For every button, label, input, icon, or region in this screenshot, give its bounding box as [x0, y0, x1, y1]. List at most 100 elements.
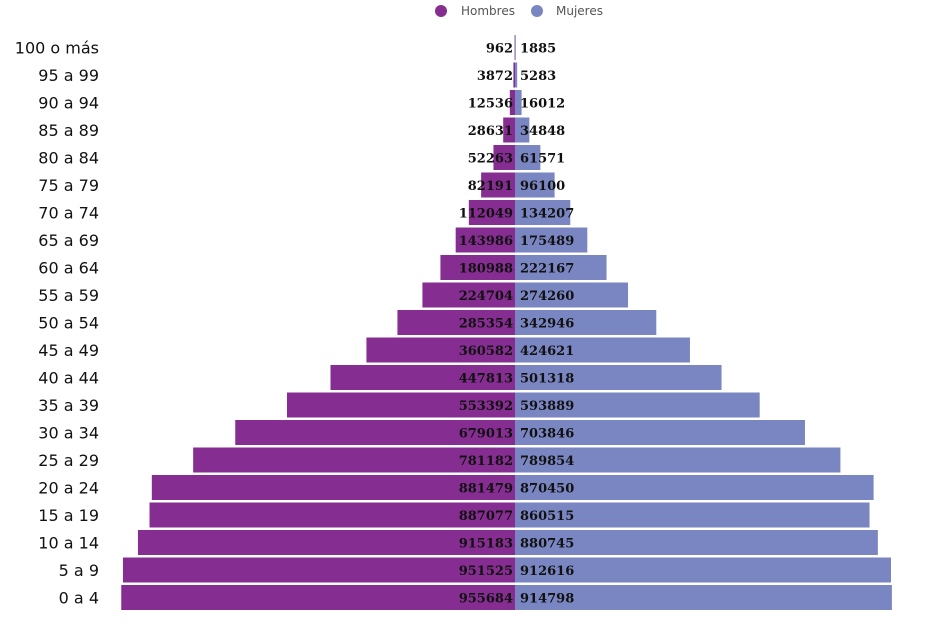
- value-label-hombres: 180988: [459, 262, 513, 277]
- legend-label-1[interactable]: Mujeres: [556, 4, 603, 18]
- legend-label-0[interactable]: Hombres: [461, 4, 515, 18]
- bar-hombres[interactable]: [440, 255, 515, 280]
- bar-mujeres[interactable]: [515, 117, 530, 143]
- value-label-mujeres: 16012: [520, 97, 565, 112]
- bar-hombres[interactable]: [503, 117, 515, 143]
- bar-mujeres[interactable]: [515, 530, 878, 555]
- value-label-mujeres: 880745: [520, 537, 574, 552]
- bar-mujeres[interactable]: [515, 337, 690, 363]
- value-label-hombres: 3872: [477, 69, 513, 84]
- bar-hombres[interactable]: [493, 145, 515, 170]
- value-label-mujeres: 703846: [520, 427, 574, 442]
- bar-mujeres[interactable]: [515, 35, 516, 60]
- value-label-mujeres: 870450: [520, 482, 574, 497]
- bar-mujeres[interactable]: [515, 145, 541, 170]
- bar-hombres[interactable]: [151, 475, 515, 500]
- value-label-hombres: 82191: [468, 179, 513, 194]
- legend-marker-1[interactable]: [531, 5, 543, 17]
- bar-mujeres[interactable]: [515, 90, 522, 115]
- bar-mujeres[interactable]: [515, 557, 891, 583]
- value-label-mujeres: 96100: [520, 179, 565, 194]
- bar-hombres[interactable]: [366, 337, 515, 363]
- value-label-hombres: 679013: [459, 427, 513, 442]
- bar-mujeres[interactable]: [515, 365, 722, 390]
- category-label: 65 a 69: [38, 231, 99, 250]
- bar-hombres[interactable]: [422, 282, 515, 308]
- value-label-hombres: 112049: [459, 207, 513, 222]
- legend: Hombres Mujeres: [435, 4, 603, 18]
- category-label: 5 a 9: [59, 561, 99, 580]
- value-label-hombres: 951525: [459, 564, 513, 579]
- bar-hombres[interactable]: [149, 502, 515, 528]
- bar-hombres[interactable]: [235, 420, 515, 445]
- bar-mujeres[interactable]: [515, 475, 874, 500]
- category-label: 30 a 34: [38, 424, 99, 443]
- value-label-mujeres: 61571: [520, 152, 565, 167]
- bar-hombres[interactable]: [513, 62, 515, 88]
- bar-mujeres[interactable]: [515, 392, 760, 418]
- category-label: 60 a 64: [38, 259, 99, 278]
- bar-mujeres[interactable]: [515, 200, 571, 225]
- value-label-hombres: 52263: [468, 152, 513, 167]
- value-label-mujeres: 134207: [520, 207, 574, 222]
- bars: [121, 35, 892, 610]
- value-label-hombres: 285354: [459, 317, 513, 332]
- bar-hombres[interactable]: [468, 200, 515, 225]
- value-label-mujeres: 5283: [520, 69, 556, 84]
- category-label: 45 a 49: [38, 341, 99, 360]
- category-label: 15 a 19: [38, 506, 99, 525]
- bar-hombres[interactable]: [509, 90, 515, 115]
- bar-mujeres[interactable]: [515, 420, 805, 445]
- value-label-hombres: 224704: [459, 289, 513, 304]
- bar-mujeres[interactable]: [515, 310, 657, 335]
- value-label-mujeres: 175489: [520, 234, 574, 249]
- bar-mujeres[interactable]: [515, 447, 841, 473]
- bar-hombres[interactable]: [137, 530, 515, 555]
- bar-hombres[interactable]: [121, 585, 516, 610]
- category-label: 90 a 94: [38, 94, 99, 113]
- category-label: 100 o más: [15, 39, 99, 58]
- category-label: 80 a 84: [38, 149, 99, 168]
- value-labels: 962 1885 3872 5283 12536 16012 28631 34848 52263…: [459, 42, 575, 607]
- value-label-mujeres: 912616: [520, 564, 574, 579]
- bar-mujeres[interactable]: [515, 227, 588, 253]
- value-label-hombres: 962: [486, 42, 513, 57]
- bar-hombres[interactable]: [330, 365, 515, 390]
- bar-mujeres[interactable]: [515, 502, 870, 528]
- value-label-mujeres: 222167: [520, 262, 574, 277]
- category-label: 25 a 29: [38, 451, 99, 470]
- value-label-mujeres: 34848: [520, 124, 565, 139]
- bar-hombres[interactable]: [455, 227, 515, 253]
- value-label-mujeres: 593889: [520, 399, 574, 414]
- value-label-hombres: 360582: [459, 344, 513, 359]
- category-labels: 100 o más 95 a 99 90 a 94 85 a 89 80 a 84 75 …: [15, 39, 99, 608]
- bar-mujeres[interactable]: [515, 62, 518, 88]
- value-label-hombres: 915183: [459, 537, 513, 552]
- category-label: 20 a 24: [38, 479, 99, 498]
- bar-mujeres[interactable]: [515, 585, 892, 610]
- legend-marker-0[interactable]: [435, 5, 447, 17]
- bar-mujeres[interactable]: [515, 172, 555, 198]
- bar-mujeres[interactable]: [515, 282, 628, 308]
- value-label-hombres: 781182: [459, 454, 513, 469]
- value-label-hombres: 447813: [459, 372, 513, 387]
- bar-hombres[interactable]: [397, 310, 515, 335]
- bar-hombres[interactable]: [193, 447, 515, 473]
- bar-mujeres[interactable]: [515, 255, 607, 280]
- bar-hombres[interactable]: [481, 172, 515, 198]
- value-label-mujeres: 789854: [520, 454, 574, 469]
- value-label-mujeres: 1885: [520, 42, 556, 57]
- value-label-hombres: 12536: [468, 97, 513, 112]
- category-label: 10 a 14: [38, 534, 99, 553]
- category-label: 70 a 74: [38, 204, 99, 223]
- category-label: 75 a 79: [38, 176, 99, 195]
- value-label-hombres: 881479: [459, 482, 513, 497]
- value-label-mujeres: 501318: [520, 372, 574, 387]
- bar-hombres[interactable]: [287, 392, 515, 418]
- value-label-hombres: 143986: [459, 234, 513, 249]
- value-label-hombres: 955684: [459, 592, 513, 607]
- value-label-hombres: 887077: [459, 509, 513, 524]
- bar-hombres[interactable]: [122, 557, 515, 583]
- value-label-mujeres: 914798: [520, 592, 574, 607]
